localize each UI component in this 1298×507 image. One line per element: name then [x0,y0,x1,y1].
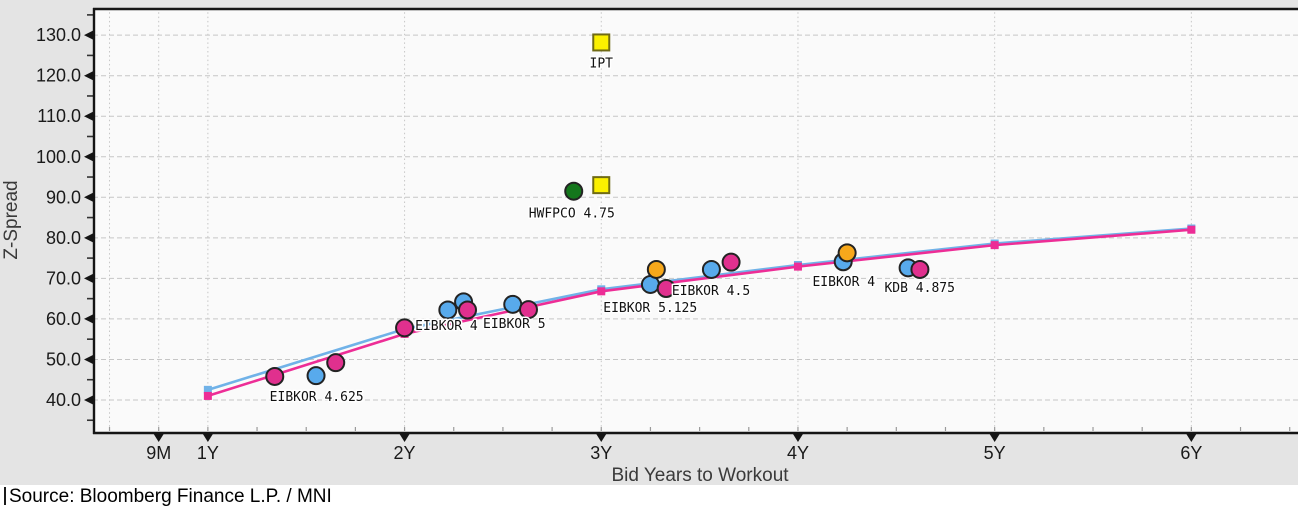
x-tick-arrow-icon [1186,434,1197,442]
datapoint-ipt[interactable] [592,33,611,52]
datapoint-eibkor-4-b[interactable] [438,300,458,320]
x-tick-label: 2Y [394,443,416,463]
chart-canvas: 40.0 50.0 60.0 70.0 80.0 90.0 100.0 110.0 120.0 1… [0,0,1298,486]
datapoint-eibkor-4.5-b[interactable] [721,252,741,272]
plot-area [93,8,1298,432]
fair-value-curve-magenta-marker [597,287,606,296]
point-label: EIBKOR 4 [415,319,478,334]
x-tick-arrow-icon [792,434,803,442]
y-tick-label: 50.0 [46,349,81,369]
y-axis-title: Z-Spread [1,180,22,259]
y-tick-arrow-icon [84,30,93,40]
x-tick-arrow-icon [399,434,410,442]
fair-value-curve-magenta-marker [990,241,999,250]
y-tick-arrow-icon [84,233,93,243]
x-tick-label: 9M [146,443,171,463]
y-tick-arrow-icon [84,273,93,283]
point-label: EIBKOR 5 [483,317,546,332]
fair-value-curve-magenta-marker [203,391,212,400]
point-label: EIBKOR 4 [812,275,875,290]
datapoint-eibkor-4.625-c[interactable] [326,353,346,373]
x-tick-label: 1Y [197,443,219,463]
fair-value-curve-magenta-marker [793,262,802,271]
point-label: KDB 4.875 [884,281,954,296]
datapoint-eibkor-4.625-a[interactable] [265,366,285,386]
fair-value-curve-blue[interactable] [207,227,1192,392]
y-tick-arrow-icon [84,395,93,405]
x-tick-label: 4Y [787,443,809,463]
y-tick-label: 90.0 [46,187,81,207]
y-tick-label: 110.0 [37,106,81,126]
y-tick-label: 60.0 [46,309,81,329]
text-cursor [4,487,6,505]
datapoint-eibkor-5-b[interactable] [518,300,538,320]
datapoint-eibkor-4-f[interactable] [837,243,857,263]
y-tick-arrow-icon [84,192,93,202]
x-tick-label: 3Y [590,443,612,463]
point-label: IPT [590,57,614,72]
y-tick-label: 120.0 [36,66,81,86]
x-tick-label: 5Y [984,443,1006,463]
y-tick-arrow-icon [84,152,93,162]
point-label: EIBKOR 4.5 [672,284,750,299]
zspread-scatter-chart: 40.0 50.0 60.0 70.0 80.0 90.0 100.0 110.0 120.0 1… [1,7,1298,485]
x-tick-arrow-icon [153,434,164,442]
y-tick-arrow-icon [84,111,93,121]
datapoint-ipt-2[interactable] [592,176,611,195]
y-tick-label: 130.0 [36,25,81,45]
x-axis-title: Bid Years to Workout [611,465,789,485]
y-tick-label: 40.0 [46,390,81,410]
datapoint-eibkor-5.125-c[interactable] [656,279,676,299]
x-tick-arrow-icon [202,434,213,442]
fair-value-curve-magenta-marker [1187,225,1196,234]
source-text: Source: Bloomberg Finance L.P. / MNI [9,486,332,507]
y-tick-label: 70.0 [46,268,81,288]
datapoint-eibkor-4.625-b[interactable] [306,366,326,386]
datapoint-kdb-4.875-b[interactable] [910,259,930,279]
datapoint-eibkor-5.125-b[interactable] [646,259,666,279]
datapoint-eibkor-4.5-a[interactable] [701,259,721,279]
x-tick-arrow-icon [989,434,1000,442]
source-bar: Source: Bloomberg Finance L.P. / MNI [0,485,1298,507]
point-label: EIBKOR 4.625 [270,390,364,405]
datapoint-hwfpco-4.75[interactable] [564,181,584,201]
datapoint-eibkor-5-a[interactable] [503,294,523,314]
fair-value-curve-magenta[interactable] [207,228,1192,398]
point-label: EIBKOR 5.125 [603,301,697,316]
datapoint-eibkor-4-a[interactable] [395,318,415,338]
point-label: HWFPCO 4.75 [529,207,615,222]
y-tick-arrow-icon [84,71,93,81]
x-tick-label: 6Y [1180,443,1202,463]
y-tick-arrow-icon [84,314,93,324]
x-tick-arrow-icon [596,434,607,442]
datapoint-eibkor-4-d[interactable] [458,300,478,320]
y-tick-label: 80.0 [46,228,81,248]
fair-value-curve-blue-marker [203,385,212,394]
y-tick-arrow-icon [84,354,93,364]
y-tick-label: 100.0 [36,147,81,167]
